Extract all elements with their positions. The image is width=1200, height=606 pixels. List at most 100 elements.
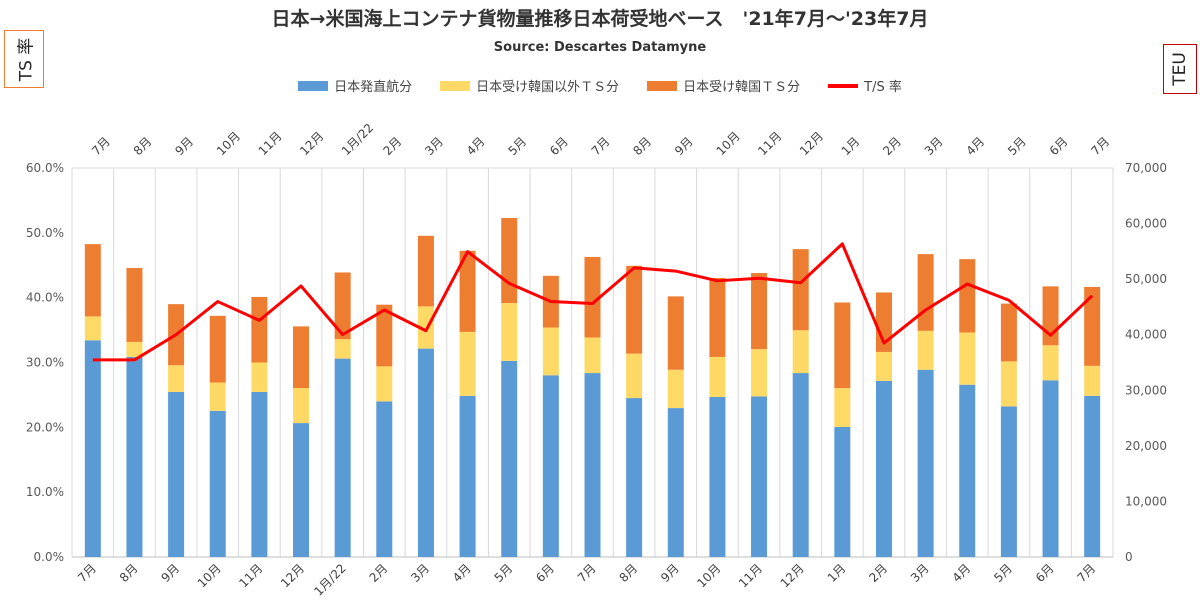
bar-korea-ts <box>667 296 684 370</box>
left-axis-tick-label: 30.0% <box>26 356 64 370</box>
x-axis-tick-label-top: 9月 <box>172 134 196 158</box>
x-axis-tick-label-bottom: 12月 <box>278 561 307 590</box>
x-axis-tick-label-top: 4月 <box>963 134 987 158</box>
bar-korea-other <box>168 365 185 392</box>
bar-korea-other <box>417 306 434 349</box>
x-axis-tick-label-bottom: 5月 <box>991 561 1015 585</box>
bar-korea-ts <box>959 259 976 333</box>
bar-direct <box>209 410 226 557</box>
legend-swatch-korea-ts <box>647 80 678 91</box>
bar-korea-other <box>501 303 518 361</box>
bar-korea-ts <box>459 250 476 332</box>
chart-legend: 日本発直航分 日本受け韓国以外ＴＳ分 日本受け韓国ＴＳ分 T/S 率 <box>0 76 1200 95</box>
bar-korea-other <box>875 351 892 381</box>
x-axis-tick-label-top: 11月 <box>256 129 285 158</box>
bar-direct <box>126 356 143 557</box>
x-axis-tick-label-top: 3月 <box>422 134 446 158</box>
bar-korea-ts <box>376 304 393 367</box>
x-axis-tick-label-bottom: 4月 <box>950 561 974 585</box>
bar-direct <box>84 340 101 557</box>
x-axis-tick-label-top: 3月 <box>922 134 946 158</box>
bar-korea-other <box>1042 345 1059 381</box>
legend-item-direct: 日本発直航分 <box>298 76 412 95</box>
right-axis-tick-label: 40,000 <box>1125 328 1167 342</box>
right-axis-tick-label: 30,000 <box>1125 383 1167 397</box>
legend-item-korea-other: 日本受け韓国以外ＴＳ分 <box>440 76 619 95</box>
bar-korea-other <box>84 316 101 341</box>
x-axis-tick-label-top: 8月 <box>131 134 155 158</box>
bar-direct <box>376 401 393 557</box>
bar-korea-other <box>626 353 643 399</box>
x-axis-tick-label-top: 12月 <box>797 129 826 158</box>
bar-korea-other <box>334 339 351 359</box>
bar-direct <box>251 391 268 557</box>
left-axis-title-box: TS 率 <box>4 30 44 88</box>
bar-direct <box>334 358 351 557</box>
bar-korea-other <box>1084 365 1101 396</box>
bar-direct <box>501 360 518 557</box>
bar-direct <box>1042 380 1059 557</box>
bar-korea-ts <box>751 273 768 350</box>
x-axis-tick-label-bottom: 7月 <box>575 561 599 585</box>
bar-korea-ts <box>834 302 851 389</box>
x-axis-tick-label-top: 1月 <box>839 134 863 158</box>
legend-label-korea-ts: 日本受け韓国ＴＳ分 <box>683 80 801 95</box>
bar-korea-ts <box>709 278 726 357</box>
bar-korea-ts <box>792 249 809 331</box>
left-axis-tick-label: 0.0% <box>34 550 65 564</box>
left-axis-tick-label: 10.0% <box>26 485 64 499</box>
bar-korea-other <box>459 331 476 396</box>
legend-swatch-korea-other <box>440 80 471 91</box>
bar-direct <box>792 373 809 557</box>
left-axis-tick-label: 60.0% <box>26 161 64 175</box>
x-axis-tick-label-bottom: 7月 <box>1075 561 1099 585</box>
x-axis-tick-label-bottom: 6月 <box>533 561 557 585</box>
bar-korea-ts <box>1000 303 1017 362</box>
bar-korea-other <box>209 382 226 411</box>
bar-korea-other <box>667 369 684 409</box>
bar-korea-other <box>792 330 809 374</box>
bar-direct <box>1000 406 1017 557</box>
left-axis-tick-label: 20.0% <box>26 420 64 434</box>
bar-korea-ts <box>584 256 601 338</box>
x-axis-tick-label-top: 11月 <box>755 129 784 158</box>
bar-direct <box>917 369 934 557</box>
bar-korea-ts <box>501 218 518 304</box>
bar-korea-ts <box>84 244 101 317</box>
bar-korea-other <box>542 327 559 376</box>
x-axis-tick-label-top: 5月 <box>1005 134 1029 158</box>
x-axis-tick-label-bottom: 9月 <box>658 561 682 585</box>
x-axis-tick-label-bottom: 8月 <box>117 561 141 585</box>
x-axis-tick-label-bottom: 2月 <box>367 561 391 585</box>
bar-direct <box>417 348 434 557</box>
bar-direct <box>709 396 726 557</box>
bar-direct <box>875 380 892 557</box>
right-axis-tick-label: 70,000 <box>1125 161 1167 175</box>
x-axis-tick-label-top: 4月 <box>464 134 488 158</box>
legend-label-direct: 日本発直航分 <box>334 80 413 95</box>
x-axis-tick-label-bottom: 11月 <box>736 561 765 590</box>
bar-korea-ts <box>251 296 268 363</box>
legend-item-korea-ts: 日本受け韓国ＴＳ分 <box>647 76 800 95</box>
x-axis-tick-label-bottom: 6月 <box>1033 561 1057 585</box>
bar-korea-other <box>1000 361 1017 407</box>
bar-korea-other <box>751 349 768 397</box>
chart-subtitle: Source: Descartes Datamyne <box>493 40 707 55</box>
x-axis-tick-label-top: 6月 <box>547 134 571 158</box>
x-axis-tick-label-bottom: 3月 <box>908 561 932 585</box>
bar-korea-other <box>584 337 601 374</box>
x-axis-tick-label-top: 10月 <box>714 129 743 158</box>
legend-label-korea-other: 日本受け韓国以外ＴＳ分 <box>476 80 620 95</box>
x-axis-tick-label-bottom: 1月/22 <box>311 561 348 598</box>
bar-korea-ts <box>334 272 351 340</box>
chart-title: 日本→米国海上コンテナ貨物量推移日本荷受地ベース '21年7月～'23年7月 <box>271 8 929 30</box>
x-axis-tick-label-top: 12月 <box>297 129 326 158</box>
bar-korea-other <box>376 366 393 402</box>
right-axis-tick-label: 60,000 <box>1125 217 1167 231</box>
legend-item-ts-rate: T/S 率 <box>828 76 902 95</box>
bar-direct <box>542 375 559 557</box>
bar-korea-ts <box>209 315 226 383</box>
x-axis-tick-label-bottom: 10月 <box>694 561 723 590</box>
left-axis-tick-label: 50.0% <box>26 226 64 240</box>
